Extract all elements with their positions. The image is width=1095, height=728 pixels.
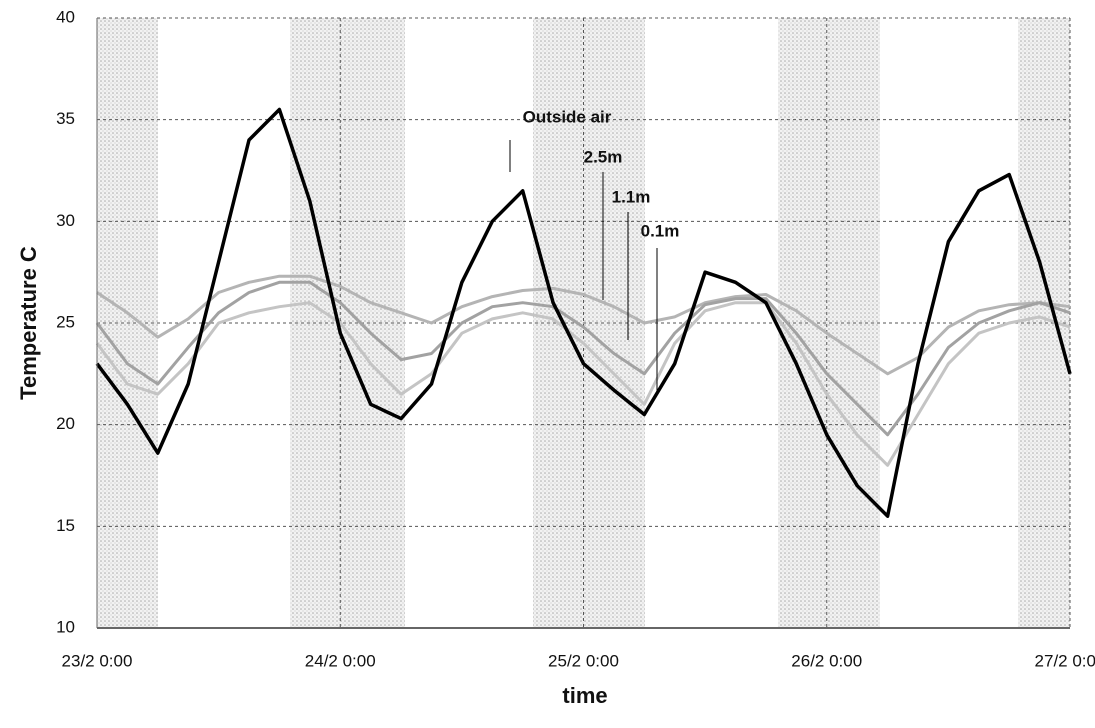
y-tick-label: 40 (56, 7, 75, 26)
y-tick-label: 20 (56, 414, 75, 433)
series-annotation: 0.1m (641, 221, 680, 240)
x-axis-label: time (562, 683, 607, 708)
series-annotation: 1.1m (612, 187, 651, 206)
series-line (95, 301, 1071, 467)
series-annotation: Outside air (523, 107, 612, 126)
y-axis-label: Temperature C (16, 246, 41, 400)
x-tick-label: 27/2 0:00 (1035, 651, 1095, 670)
series-line (96, 274, 1071, 376)
y-tick-label: 30 (56, 211, 75, 230)
y-tick-label: 25 (56, 312, 75, 331)
y-tick-label: 35 (56, 109, 75, 128)
y-tick-label: 15 (56, 516, 75, 535)
x-tick-label: 25/2 0:00 (548, 651, 619, 670)
series-annotation: 2.5m (584, 147, 623, 166)
x-tick-label: 24/2 0:00 (305, 651, 376, 670)
series-line (95, 107, 1072, 518)
x-tick-label: 26/2 0:00 (791, 651, 862, 670)
lines (95, 107, 1072, 518)
y-tick-label: 10 (56, 617, 75, 636)
x-tick-label: 23/2 0:00 (62, 651, 133, 670)
